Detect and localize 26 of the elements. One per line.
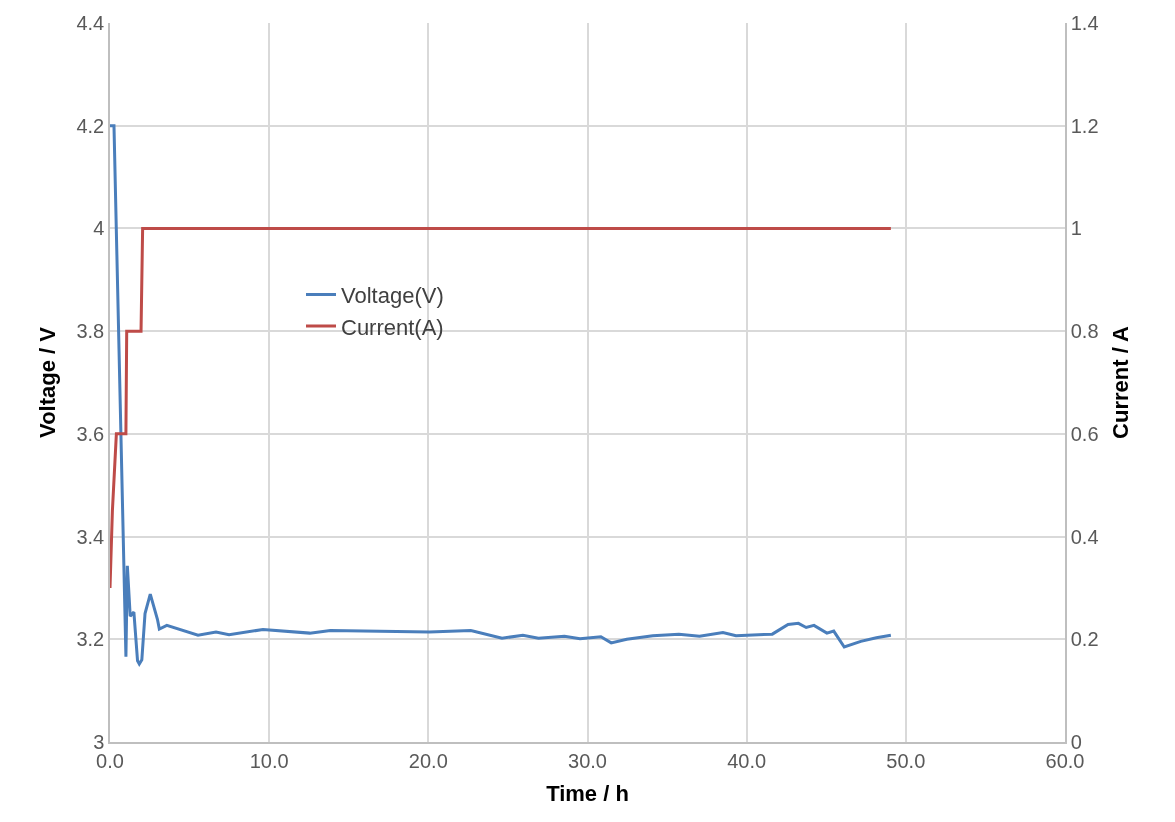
x-tick-label: 10.0 [249, 749, 289, 772]
y-tick-label: 4.4 [76, 12, 105, 34]
y2-tick-label: 0.4 [1070, 525, 1099, 548]
x-tick-label: 20.0 [408, 749, 448, 772]
y2-tick-label: 1 [1070, 217, 1082, 240]
y-tick-label: 3.6 [76, 422, 105, 445]
y-axis-title: Voltage / V [34, 326, 60, 438]
x-tick-label: 50.0 [886, 749, 926, 772]
y2-tick-label: 0.6 [1070, 422, 1099, 445]
legend-label: Voltage(V) [341, 282, 444, 308]
y-tick-label: 4.2 [76, 114, 105, 137]
line-series [110, 124, 893, 666]
y-tick-label: 4 [93, 217, 105, 240]
y-tick-label: 3.8 [76, 320, 105, 343]
x-tick-label: 30.0 [568, 749, 607, 772]
y2-tick-label: 0.8 [1070, 320, 1099, 343]
y-tick-label: 3.4 [76, 525, 105, 548]
legend-label: Current(A) [341, 314, 444, 340]
line-series [110, 226, 893, 590]
y2-tick-label: 0.2 [1070, 628, 1099, 651]
y2-tick-label: 1.2 [1070, 114, 1099, 137]
y2-axis-title: Current / A [1107, 325, 1133, 439]
x-axis-title: Time / h [546, 781, 629, 807]
y2-tick-label: 1.4 [1070, 12, 1099, 34]
y-tick-label: 3.2 [76, 628, 105, 651]
x-tick-label: 40.0 [727, 749, 767, 772]
